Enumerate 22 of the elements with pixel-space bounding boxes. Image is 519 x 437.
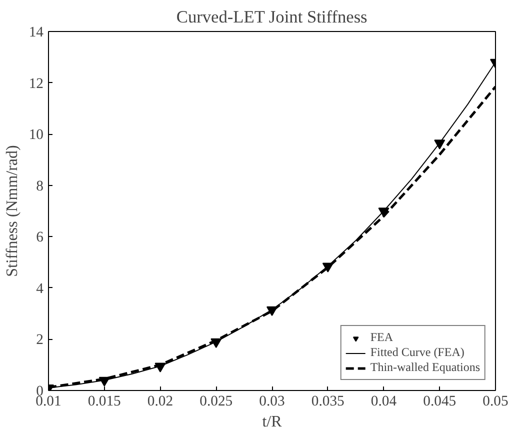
x-tick-label: 0.025 — [200, 394, 233, 410]
x-tick-label: 0.04 — [370, 394, 398, 410]
legend-label: Thin-walled Equations — [370, 360, 480, 375]
x-tick-label: 0.015 — [88, 394, 121, 410]
legend-label: FEA — [370, 330, 394, 345]
y-tick-label: 10 — [28, 127, 44, 144]
y-tick-label: 2 — [36, 332, 44, 348]
x-tick-label: 0.05 — [482, 394, 508, 410]
x-tick-label: 0.02 — [147, 394, 174, 410]
y-tick-label: 4 — [36, 280, 44, 297]
x-tick-label: 0.03 — [259, 394, 285, 410]
x-tick-label: 0.045 — [423, 394, 456, 410]
y-tick-label: 8 — [36, 178, 44, 194]
y-tick-label: 14 — [28, 24, 44, 40]
y-tick-label: 6 — [36, 230, 44, 246]
x-axis-title: t/R — [262, 414, 282, 430]
chart-title: Curved-LET Joint Stiffness — [176, 8, 368, 26]
x-tick-label: 0.035 — [311, 394, 344, 410]
y-axis-title: Stiffness (Nmm/rad) — [4, 145, 21, 277]
point — [434, 140, 446, 150]
y-tick-label: 12 — [28, 76, 44, 92]
legend-label: Fitted Curve (FEA) — [370, 345, 464, 360]
